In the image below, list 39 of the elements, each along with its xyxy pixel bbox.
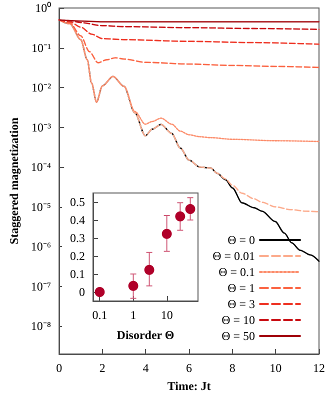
y-axis-title: Staggered magnetization — [7, 117, 21, 244]
x-axis-title: Time: Jt — [167, 379, 211, 393]
y-tick-label: 10⁰ — [35, 1, 52, 15]
y-tick-label: 0.2 — [70, 249, 85, 263]
x-tick-label: 8 — [229, 361, 236, 375]
x-tick-label: 10 — [160, 308, 173, 322]
x-tick-label: 1 — [130, 308, 136, 322]
legend-label: Θ = 10 — [222, 313, 255, 327]
line-series — [58, 19, 320, 142]
x-tick-label: 0.1 — [92, 308, 108, 322]
legend-label: Θ = 0.1 — [218, 265, 255, 279]
x-tick-label: 0 — [56, 361, 62, 375]
y-tick-label: 10⁻⁸ — [30, 319, 52, 334]
y-tick-label: 0.5 — [70, 195, 85, 209]
line-series — [58, 19, 320, 45]
y-tick-label: 0.4 — [70, 213, 85, 227]
y-tick-label: 10⁻⁷ — [30, 279, 52, 294]
x-tick-label: 12 — [313, 361, 325, 375]
y-tick-label: 0.1 — [70, 267, 85, 281]
legend-label: Θ = 1 — [228, 281, 255, 295]
legend-label: Θ = 3 — [228, 297, 255, 311]
line-series — [58, 19, 320, 30]
y-tick-label: 0.3 — [70, 231, 85, 245]
y-tick-label: 10⁻¹ — [31, 40, 52, 55]
line-series — [58, 19, 320, 68]
y-tick-label: 0 — [79, 285, 85, 299]
y-tick-label: 10⁻⁴ — [30, 160, 52, 174]
x-axis-title: Disorder Θ — [116, 328, 174, 342]
y-tick-label: 10⁻³ — [31, 120, 52, 134]
y-tick-label: 10⁻² — [31, 80, 52, 95]
legend-label: Θ = 50 — [222, 329, 255, 343]
legend-label: Θ = 0.01 — [212, 249, 255, 263]
x-tick-label: 6 — [186, 361, 192, 375]
x-tick-label: 4 — [142, 361, 149, 375]
x-tick-label: 10 — [270, 361, 282, 375]
legend-label: Θ = 0 — [228, 233, 255, 247]
y-tick-label: 10⁻⁵ — [30, 200, 52, 214]
y-tick-label: 10⁻⁶ — [30, 240, 52, 254]
x-tick-label: 2 — [99, 361, 106, 375]
